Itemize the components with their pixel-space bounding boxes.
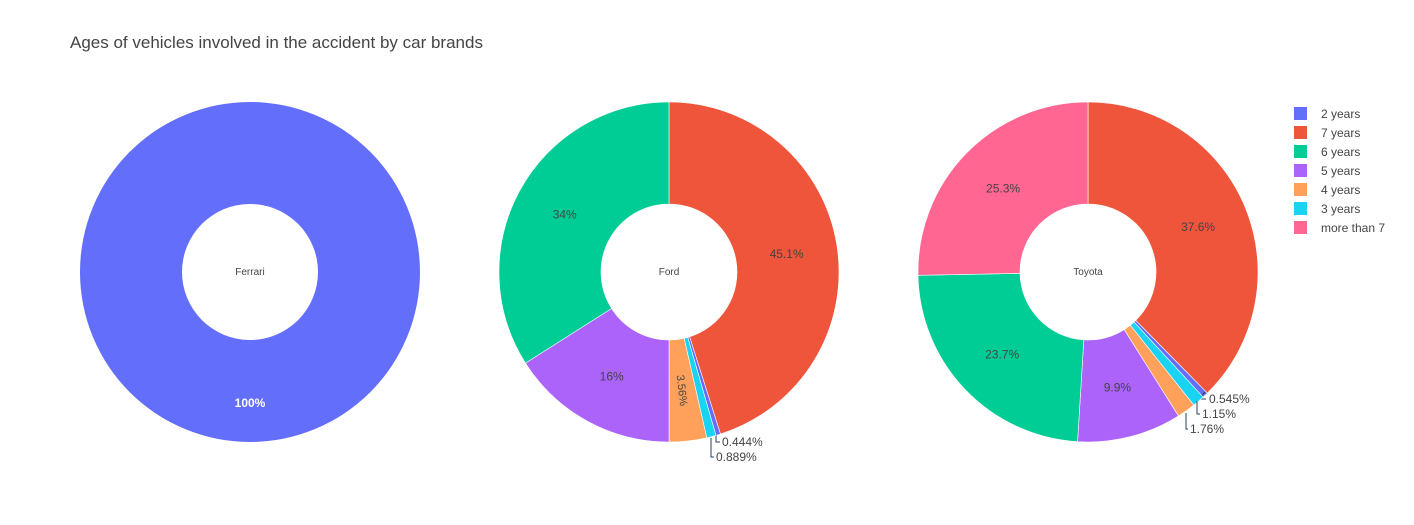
leader-line	[715, 435, 720, 443]
slice-2-years[interactable]	[80, 102, 420, 442]
legend-swatch	[1294, 164, 1307, 177]
leader-line	[710, 438, 714, 458]
slice-5-years[interactable]	[525, 308, 670, 443]
legend-item[interactable]: more than 7	[1294, 218, 1385, 237]
legend-item[interactable]: 3 years	[1294, 199, 1385, 218]
legend-label: 7 years	[1321, 125, 1361, 140]
legend-swatch	[1294, 183, 1307, 196]
slice-label: 1.15%	[1202, 407, 1236, 421]
slice-label: 25.3%	[986, 182, 1020, 196]
slice-label: 23.7%	[985, 347, 1019, 361]
slice-label: 1.76%	[1190, 422, 1224, 436]
legend-swatch	[1294, 107, 1307, 120]
legend-label: 4 years	[1321, 182, 1361, 197]
legend-label: 2 years	[1321, 106, 1361, 121]
legend-swatch	[1294, 145, 1307, 158]
slice-6-years[interactable]	[917, 273, 1085, 442]
legend-item[interactable]: 5 years	[1294, 161, 1385, 180]
slice-label: 34%	[553, 208, 577, 222]
slice-label: 100%	[235, 396, 266, 410]
slice-label: 45.1%	[770, 247, 804, 261]
legend-swatch	[1294, 221, 1307, 234]
legend-item[interactable]: 6 years	[1294, 142, 1385, 161]
pie-center-label: Ford	[659, 267, 680, 278]
legend: 2 years 7 years 6 years 5 years 4 years 3 yea…	[1294, 104, 1385, 237]
pie-toyota: 37.6% 0.545%1.15%1.76% 9.9% 23.7% 25.3% Toyot…	[917, 101, 1259, 443]
leader-line	[1185, 413, 1188, 430]
legend-label: 6 years	[1321, 144, 1361, 159]
legend-label: 3 years	[1321, 201, 1361, 216]
legend-label: 5 years	[1321, 163, 1361, 178]
slice-7-years[interactable]	[668, 101, 840, 435]
legend-item[interactable]: 7 years	[1294, 123, 1385, 142]
slice-label: 0.889%	[716, 450, 757, 464]
slice-label: 0.545%	[1209, 392, 1250, 406]
chart-title: Ages of vehicles involved in the acciden…	[70, 33, 483, 52]
legend-label: more than 7	[1321, 220, 1386, 235]
pie-center-label: Toyota	[1073, 267, 1103, 278]
legend-swatch	[1294, 202, 1307, 215]
legend-swatch	[1294, 126, 1307, 139]
leader-line	[1196, 401, 1200, 415]
slice-label: 9.9%	[1104, 380, 1132, 394]
pie-center-label: Ferrari	[235, 267, 264, 278]
slice-label: 0.444%	[722, 435, 763, 449]
pie-ferrari: 100% Ferrari	[80, 102, 420, 442]
slice-label: 37.6%	[1181, 220, 1215, 234]
slice-6-years[interactable]	[498, 101, 670, 364]
slice-label: 3.56%	[674, 374, 689, 407]
legend-item[interactable]: 4 years	[1294, 180, 1385, 199]
slice-more-than-7[interactable]	[917, 101, 1089, 276]
pie-ford: 45.1% 0.444%0.889% 3.56% 16% 34% Ford	[498, 101, 840, 464]
slice-7-years[interactable]	[1087, 101, 1259, 394]
legend-item[interactable]: 2 years	[1294, 104, 1385, 123]
slice-label: 16%	[600, 369, 624, 383]
